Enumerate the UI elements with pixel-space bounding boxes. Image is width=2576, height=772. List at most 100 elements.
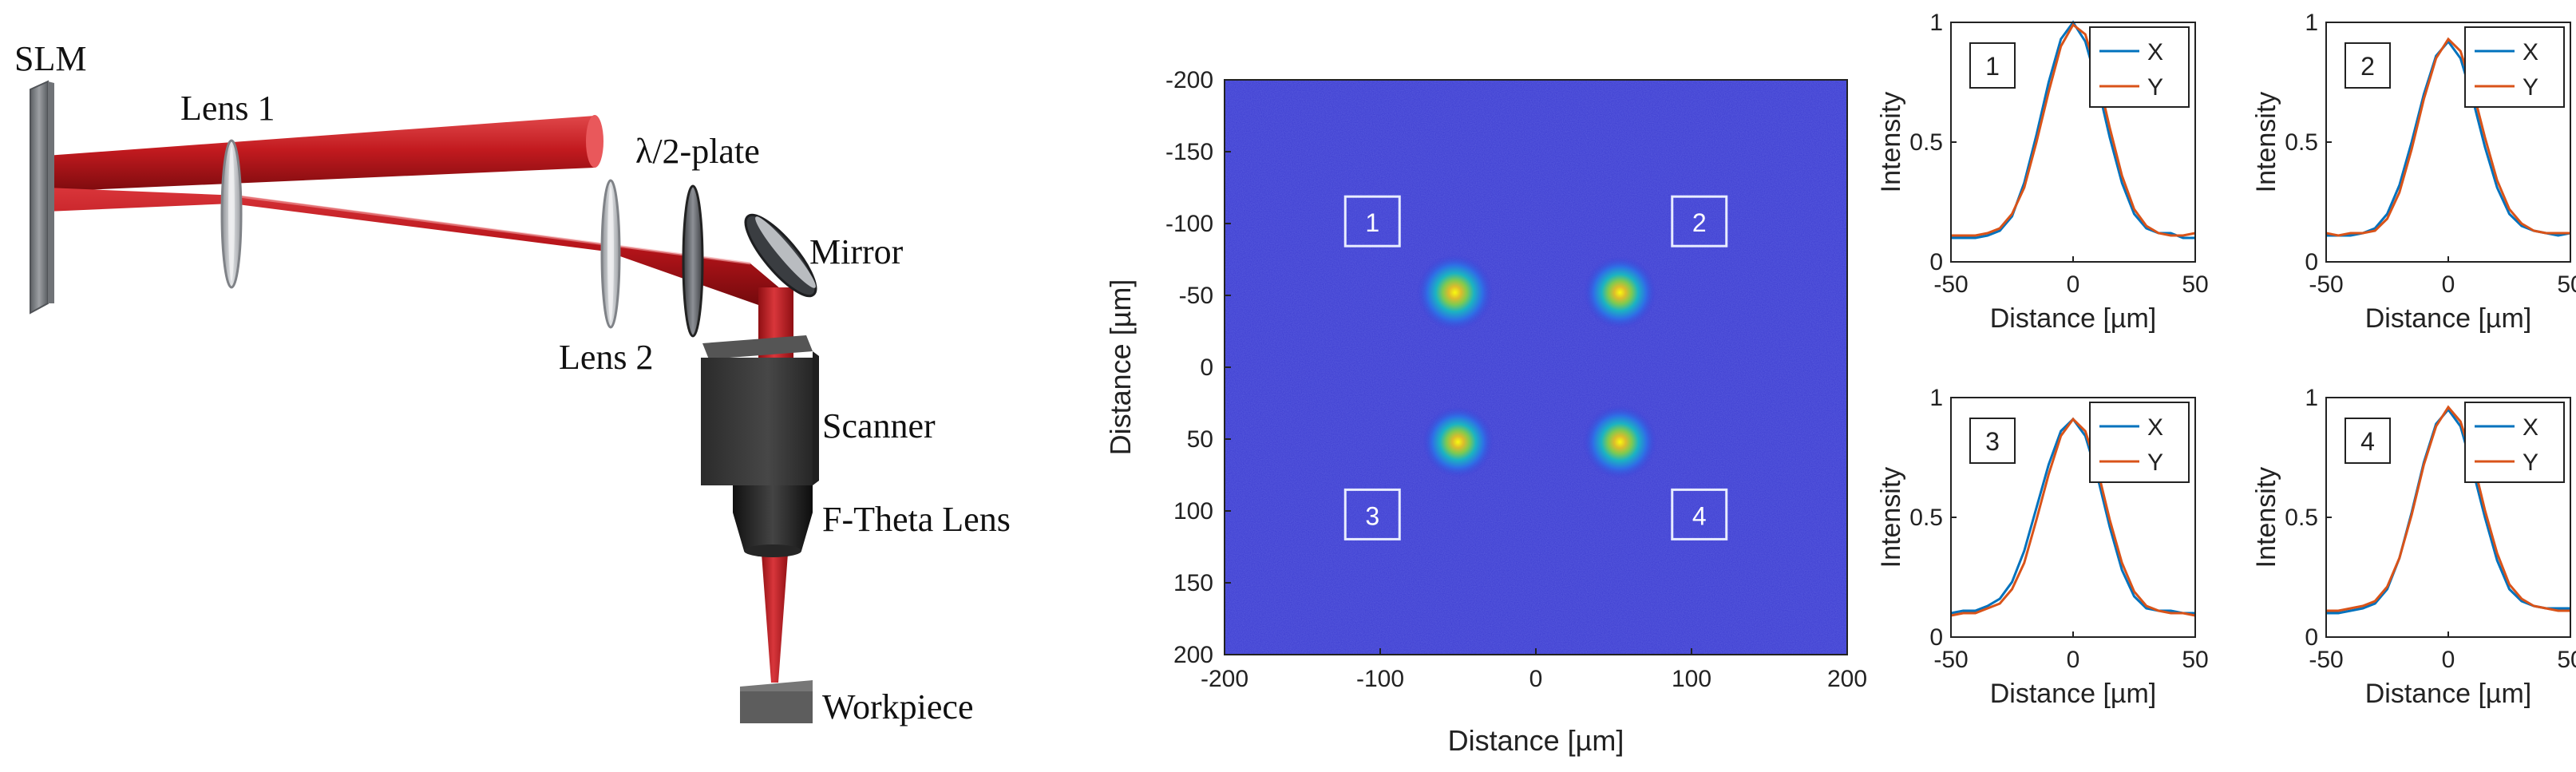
heatmap-y-tick-label: 150 xyxy=(1173,570,1213,596)
profile-id-label: 3 xyxy=(1985,427,2000,456)
profile-legend-label-y: Y xyxy=(2523,449,2538,476)
label-scanner: Scanner xyxy=(822,406,936,445)
laser-beam-focused xyxy=(761,543,789,683)
mirror xyxy=(744,213,817,298)
optical-setup: SLM Lens 1 λ/2-plate Mirror Lens 2 Scann… xyxy=(14,39,1011,726)
profile-legend: XY xyxy=(2089,402,2190,483)
laser-beam xyxy=(46,115,793,683)
workpiece xyxy=(740,680,813,723)
profile-legend-label-y: Y xyxy=(2147,449,2163,476)
profile-id-box xyxy=(1969,418,2016,464)
heatmap-x-tick-label: -100 xyxy=(1356,666,1404,692)
profile-legend-label-y: Y xyxy=(2523,74,2538,101)
profile-x-axis-label: Distance [µm] xyxy=(1990,303,2157,334)
profile-series-y-line xyxy=(2325,37,2570,237)
profile-id-label: 2 xyxy=(2360,52,2375,81)
heatmap-regions: 1 2 3 4 xyxy=(1343,195,1728,540)
profile-y-tick-label: 0.5 xyxy=(1909,505,1943,531)
profile-legend-label-x: X xyxy=(2523,414,2538,441)
label-ftheta: F-Theta Lens xyxy=(822,500,1011,539)
heatmap-x-tick-label: -200 xyxy=(1201,666,1248,692)
profile-id-box xyxy=(2345,418,2391,464)
profile-x-tick-label: 0 xyxy=(2442,271,2455,298)
profile-legend-box xyxy=(2464,402,2565,483)
profile-x-tick-label: 0 xyxy=(2067,271,2080,298)
heatmap-y-tick-label: -150 xyxy=(1165,139,1213,165)
profile-x-tick-label: 50 xyxy=(2182,271,2208,298)
profile-legend-box xyxy=(2089,26,2190,108)
heatmap-y-tick-label: 100 xyxy=(1173,498,1213,525)
laser-beam-outgoing-body xyxy=(46,116,595,192)
profile-y-tick-label: 0 xyxy=(2305,249,2318,275)
profile-x-tick-label: 50 xyxy=(2557,271,2576,298)
lens-1 xyxy=(220,139,243,289)
profile-y-axis-label: Intensity xyxy=(1876,92,1906,193)
f-theta-lens xyxy=(733,485,813,557)
profile-x-tick-label: 0 xyxy=(2067,647,2080,673)
profile-x-tick-label: -50 xyxy=(2309,271,2343,298)
heatmap-region-box-4 xyxy=(1671,488,1728,540)
lens-2 xyxy=(600,179,621,329)
heatmap-y-tick-label: 50 xyxy=(1187,426,1213,453)
heatmap-spot-4 xyxy=(1582,405,1657,479)
profile-id-box xyxy=(1969,42,2016,89)
profile-series-y-line xyxy=(2326,405,2570,612)
profile-y-axis-label: Intensity xyxy=(1876,467,1906,568)
profile-y-tick-label: 1 xyxy=(2305,385,2318,411)
heatmap-y-tick-label: -50 xyxy=(1179,283,1213,309)
label-half-wave-plate: λ/2-plate xyxy=(635,132,760,171)
label-lens2: Lens 2 xyxy=(559,338,654,377)
profile-x-axis-label: Distance [µm] xyxy=(2365,303,2532,334)
profile-y-tick-label: 1 xyxy=(1929,10,1943,36)
heatmap-region-label-4: 4 xyxy=(1692,501,1707,530)
heatmap-region-label-2: 2 xyxy=(1692,208,1707,237)
heatmap-spots xyxy=(1416,254,1657,479)
profile-series-y-line xyxy=(1950,417,2196,617)
profile-x-tick-label: 50 xyxy=(2557,647,2576,673)
heatmap-region-box-1 xyxy=(1343,195,1401,247)
heatmap-region-box-3 xyxy=(1343,488,1401,540)
heatmap-region-box-2 xyxy=(1671,195,1728,247)
profile-legend-label-x: X xyxy=(2147,414,2163,441)
profile-id-box xyxy=(2345,42,2391,89)
heatmap-noise xyxy=(1225,80,1847,655)
profile-legend-box xyxy=(2089,402,2190,483)
profile-legend-label-x: X xyxy=(2523,39,2538,65)
laser-beam-return xyxy=(46,188,790,305)
profile-x-tick-label: -50 xyxy=(1933,647,1968,673)
beam-profile-heatmap: 1 2 3 4 -200 -100 0 100 200 -200 -150 -100 -50 0 50 1… xyxy=(1104,67,1867,757)
profile-y-axis-label: Intensity xyxy=(2251,467,2281,568)
profile-y-tick-label: 0 xyxy=(1929,624,1943,651)
profile-x-tick-label: 50 xyxy=(2182,647,2208,673)
profile-legend-label-x: X xyxy=(2147,39,2163,65)
profile-y-tick-label: 0.5 xyxy=(2285,505,2318,531)
profile-y-tick-label: 1 xyxy=(1929,385,1943,411)
label-slm: SLM xyxy=(14,39,86,78)
label-lens1: Lens 1 xyxy=(180,89,275,128)
profile-x-axis-label: Distance [µm] xyxy=(2365,679,2532,709)
heatmap-spot-2 xyxy=(1583,255,1656,329)
heatmap-x-axis-label: Distance [µm] xyxy=(1448,724,1624,757)
heatmap-x-tick-label: 200 xyxy=(1827,666,1867,692)
heatmap-y-tick-label: 0 xyxy=(1200,354,1213,381)
heatmap-x-tick-label: 100 xyxy=(1672,666,1711,692)
profile-series-y-line xyxy=(1951,22,2196,237)
heatmap-x-tick-label: 0 xyxy=(1529,666,1543,692)
laser-beam-end-cap xyxy=(586,115,603,168)
heatmap-y-tick-label: -200 xyxy=(1165,67,1213,93)
profile-x-axis-label: Distance [µm] xyxy=(1990,679,2157,709)
heatmap-region-label-3: 3 xyxy=(1365,501,1379,530)
profile-y-tick-label: 0.5 xyxy=(2285,129,2318,156)
label-mirror: Mirror xyxy=(809,232,904,271)
profile-id-label: 4 xyxy=(2360,427,2375,456)
heatmap-x-ticks: -200 -100 0 100 200 xyxy=(1201,648,1867,692)
profile-x-tick-label: 0 xyxy=(2442,647,2455,673)
laser-beam-highlight xyxy=(239,195,751,265)
heatmap-region-label-1: 1 xyxy=(1365,208,1379,237)
profile-y-tick-label: 0.5 xyxy=(1909,129,1943,156)
scanner xyxy=(701,335,819,485)
